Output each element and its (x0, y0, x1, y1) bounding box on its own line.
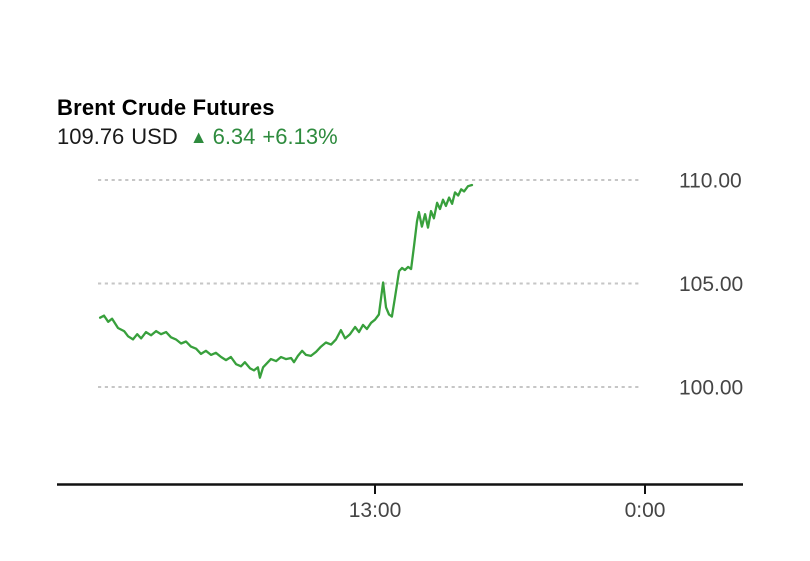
y-axis-label: 105.00 (679, 273, 743, 296)
price-line (98, 183, 474, 379)
y-axis-label: 110.00 (679, 170, 742, 193)
instrument-title: Brent Crude Futures (57, 95, 275, 120)
y-axis-label: 100.00 (679, 377, 743, 400)
x-axis-label: 0:00 (625, 499, 666, 522)
change-value: 6.34 (212, 124, 256, 149)
price-row: 109.76 USD ▲ 6.34 +6.13% (57, 124, 345, 150)
x-axis-label: 13:00 (349, 499, 402, 522)
change-percent: +6.13% (262, 124, 338, 149)
up-triangle-icon: ▲ (189, 127, 208, 147)
last-price: 109.76 (57, 124, 125, 149)
currency-label: USD (131, 124, 178, 149)
